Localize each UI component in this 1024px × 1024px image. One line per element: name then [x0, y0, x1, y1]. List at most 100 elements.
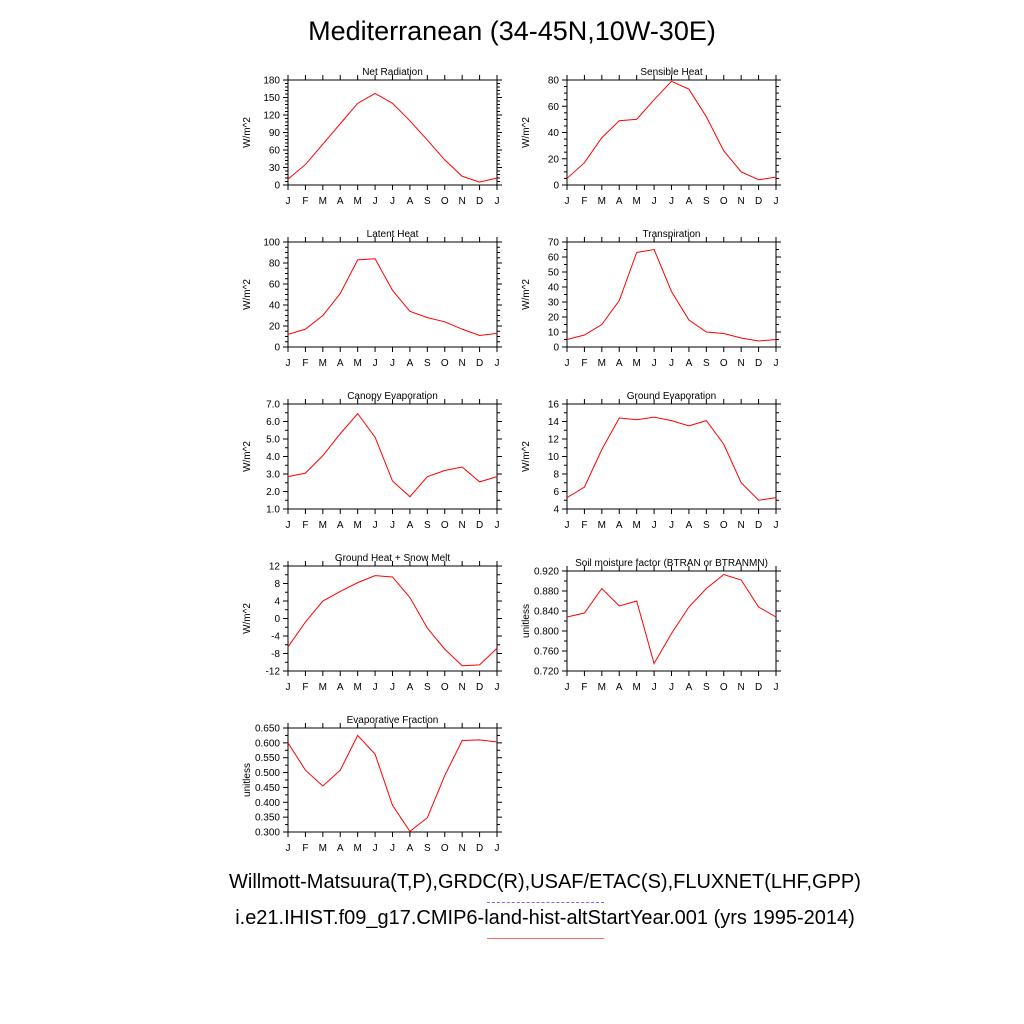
- soil-moisture-factor-btran-or-btranmn-xtick-label: M: [598, 682, 606, 693]
- transpiration-xtick-label: F: [581, 358, 587, 369]
- net-radiation-ytick-label: 90: [269, 128, 281, 139]
- net-radiation-xtick-label: M: [319, 196, 327, 207]
- sensible-heat-xtick-label: J: [565, 196, 570, 207]
- latent-heat-ytick-label: 100: [263, 238, 280, 249]
- net-radiation-ytick-label: 180: [263, 76, 280, 87]
- ground-heat-snow-melt-ytick-label: 4: [274, 597, 280, 608]
- ground-heat-snow-melt-xtick-label: A: [407, 682, 414, 693]
- latent-heat-xtick-label: N: [459, 358, 466, 369]
- soil-moisture-factor-btran-or-btranmn-xtick-label: O: [720, 682, 728, 693]
- canopy-evaporation-series-line: [287, 412, 498, 498]
- ground-evaporation-xtick-label: F: [581, 520, 587, 531]
- soil-moisture-factor-btran-or-btranmn-xtick-label: J: [669, 682, 674, 693]
- ground-heat-snow-melt-ytick-label: 8: [274, 579, 280, 590]
- ground-evaporation-xtick-label: J: [565, 520, 570, 531]
- evaporative-fraction-ytick-label: 0.550: [255, 753, 280, 764]
- soil-moisture-factor-btran-or-btranmn-xtick-label: J: [565, 682, 570, 693]
- latent-heat-xtick-label: M: [353, 358, 361, 369]
- ground-evaporation-xtick-label: A: [686, 520, 693, 531]
- ground-evaporation-xtick-label: M: [632, 520, 640, 531]
- transpiration-xtick-label: J: [774, 358, 779, 369]
- ground-heat-snow-melt-ytick-label: -4: [271, 632, 280, 643]
- transpiration-ytick-label: 70: [548, 238, 560, 249]
- canopy-evaporation-ytick-label: 1.0: [266, 505, 280, 516]
- net-radiation-frame: [287, 79, 498, 186]
- ground-evaporation-ytick-label: 4: [553, 505, 559, 516]
- latent-heat-xtick-label: J: [373, 358, 378, 369]
- transpiration-ytick-label: 60: [548, 253, 560, 264]
- ground-evaporation-series-line: [566, 416, 777, 501]
- net-radiation-xtick-label: S: [424, 196, 431, 207]
- net-radiation-ylabel: W/m^2: [242, 117, 253, 148]
- canopy-evaporation-xtick-label: A: [337, 520, 344, 531]
- transpiration-ytick-label: 0: [553, 343, 559, 354]
- soil-moisture-factor-btran-or-btranmn-xtick-label: J: [652, 682, 657, 693]
- canopy-evaporation-xtick-label: D: [476, 520, 483, 531]
- latent-heat-xtick-label: A: [407, 358, 414, 369]
- soil-moisture-factor-btran-or-btranmn-ytick-label: 0.840: [534, 607, 559, 618]
- sensible-heat-xtick-label: J: [669, 196, 674, 207]
- soil-moisture-factor-btran-or-btranmn-xtick-label: S: [703, 682, 710, 693]
- ground-heat-snow-melt-xtick-label: A: [337, 682, 344, 693]
- ground-evaporation-xtick-label: N: [738, 520, 745, 531]
- ground-evaporation-ytick-label: 12: [548, 435, 560, 446]
- sensible-heat-xtick-label: M: [632, 196, 640, 207]
- evaporative-fraction-series-line: [287, 734, 498, 833]
- soil-moisture-factor-btran-or-btranmn-ytick-label: 0.760: [534, 647, 559, 658]
- transpiration-ylabel: W/m^2: [521, 279, 532, 310]
- sensible-heat-xtick-label: F: [581, 196, 587, 207]
- ground-heat-snow-melt-xtick-label: M: [353, 682, 361, 693]
- ground-heat-snow-melt-frame: [287, 565, 498, 672]
- evaporative-fraction-xtick-label: N: [459, 843, 466, 854]
- transpiration-xtick-label: J: [669, 358, 674, 369]
- ground-heat-snow-melt-xtick-label: F: [302, 682, 308, 693]
- evaporative-fraction-xtick-label: J: [390, 843, 395, 854]
- soil-moisture-factor-btran-or-btranmn-series-line: [566, 573, 777, 665]
- sensible-heat-ytick-label: 80: [548, 76, 560, 87]
- sensible-heat-xtick-label: S: [703, 196, 710, 207]
- evaporative-fraction-ytick-label: 0.650: [255, 724, 280, 735]
- soil-moisture-factor-btran-or-btranmn-ytick-label: 0.920: [534, 567, 559, 578]
- transpiration-ytick-label: 10: [548, 328, 560, 339]
- ground-evaporation-xtick-label: O: [720, 520, 728, 531]
- sensible-heat-frame: [566, 79, 777, 186]
- ground-heat-snow-melt-ytick-label: 12: [269, 562, 281, 573]
- ground-heat-snow-melt-xtick-label: D: [476, 682, 483, 693]
- ground-heat-snow-melt-ytick-label: -12: [266, 667, 281, 678]
- transpiration-xtick-label: J: [652, 358, 657, 369]
- latent-heat-xtick-label: O: [441, 358, 449, 369]
- evaporative-fraction-xtick-label: J: [495, 843, 500, 854]
- canopy-evaporation-panel: Canopy Evaporation 1.0 2.0 3.0 4.0 5.0 6.0 7.0 J…: [242, 391, 502, 531]
- net-radiation-ytick-label: 120: [263, 111, 280, 122]
- net-radiation-series-line: [287, 92, 498, 183]
- evaporative-fraction-frame: [287, 727, 498, 833]
- ground-evaporation-ylabel: W/m^2: [521, 441, 532, 472]
- ground-heat-snow-melt-xtick-label: O: [441, 682, 449, 693]
- soil-moisture-factor-btran-or-btranmn-ytick-label: 0.720: [534, 667, 559, 678]
- evaporative-fraction-xtick-label: M: [319, 843, 327, 854]
- soil-moisture-factor-btran-or-btranmn-xtick-label: A: [616, 682, 623, 693]
- canopy-evaporation-xtick-label: O: [441, 520, 449, 531]
- soil-moisture-factor-btran-or-btranmn-ytick-label: 0.800: [534, 627, 559, 638]
- canopy-evaporation-xtick-label: J: [286, 520, 291, 531]
- canopy-evaporation-title: Canopy Evaporation: [347, 391, 438, 402]
- ground-heat-snow-melt-xtick-label: S: [424, 682, 431, 693]
- transpiration-xtick-label: M: [632, 358, 640, 369]
- sensible-heat-ytick-label: 20: [548, 154, 560, 165]
- sensible-heat-xtick-label: O: [720, 196, 728, 207]
- ground-evaporation-xtick-label: J: [669, 520, 674, 531]
- ground-heat-snow-melt-xtick-label: J: [286, 682, 291, 693]
- ground-evaporation-xtick-label: D: [755, 520, 762, 531]
- canopy-evaporation-ytick-label: 7.0: [266, 400, 280, 411]
- evaporative-fraction-ytick-label: 0.600: [255, 738, 280, 749]
- canopy-evaporation-xtick-label: F: [302, 520, 308, 531]
- ground-evaporation-xtick-label: M: [598, 520, 606, 531]
- ground-heat-snow-melt-xtick-label: N: [459, 682, 466, 693]
- soil-moisture-factor-btran-or-btranmn-xtick-label: A: [686, 682, 693, 693]
- net-radiation-ytick-label: 0: [274, 181, 280, 192]
- evaporative-fraction-title: Evaporative Fraction: [347, 715, 439, 726]
- soil-moisture-factor-btran-or-btranmn-xtick-label: F: [581, 682, 587, 693]
- ground-evaporation-ytick-label: 6: [553, 487, 559, 498]
